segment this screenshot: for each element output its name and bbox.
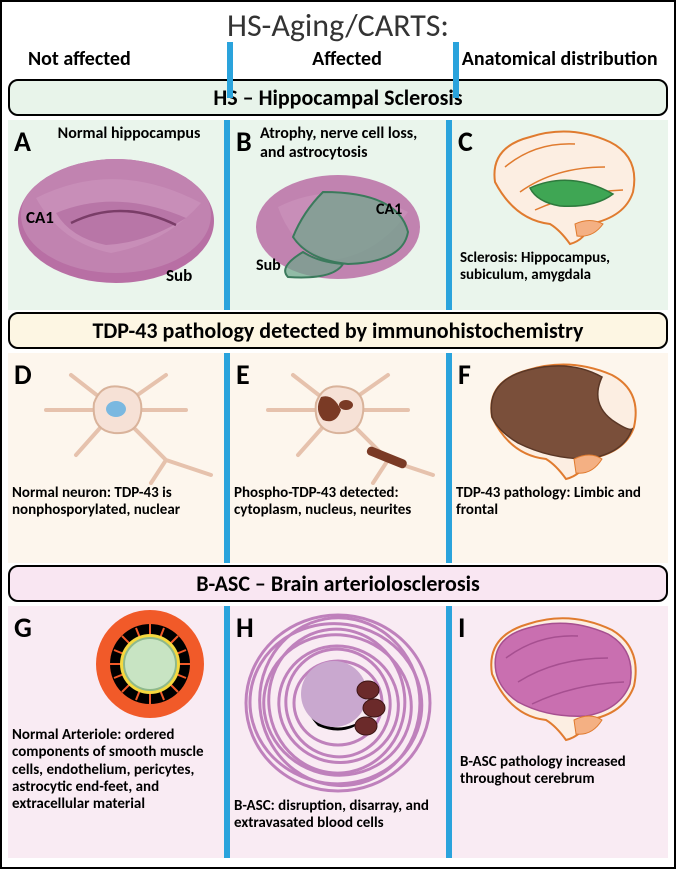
neuron-normal xyxy=(12,355,220,485)
label-E: E xyxy=(236,357,250,392)
label-D: D xyxy=(14,357,32,392)
hippocampus-normal: CA1 Sub xyxy=(12,143,220,283)
brain-tdp xyxy=(456,355,664,485)
divider-top-1 xyxy=(227,42,233,98)
caption-D: Normal neuron: TDP-43 is nonphosporylate… xyxy=(12,485,220,520)
ann-Sub-A: Sub xyxy=(166,265,192,283)
divider-top-2 xyxy=(453,42,459,98)
basc-row: G Normal Arteriole: ordered co xyxy=(8,606,668,858)
label-G: G xyxy=(14,610,32,645)
panel-G: G Normal Arteriole: ordered co xyxy=(8,606,224,858)
label-B: B xyxy=(236,124,252,159)
caption-H: B-ASC: disruption, disarray, and extrava… xyxy=(234,798,442,833)
panel-D: D Normal neuron: TDP-43 is nonphosporyla… xyxy=(8,353,224,563)
brain-basc xyxy=(456,608,664,748)
hs-row: A Normal hippocampus CA1 Sub B Atrophy, … xyxy=(8,120,668,310)
caption-E: Phospho-TDP-43 detected: cytoplasm, nucl… xyxy=(234,485,442,520)
panel-C: C Sclerosis: Hippocampus, subiculum, amy… xyxy=(452,120,668,310)
label-C: C xyxy=(458,124,473,159)
caption-G: Normal Arteriole: ordered components of … xyxy=(12,723,220,813)
svg-text:Sub: Sub xyxy=(256,256,281,275)
caption-F: TDP-43 pathology: Limbic and frontal xyxy=(456,485,664,520)
panel-I: I B-ASC pathology increased throughout c… xyxy=(452,606,668,858)
brain-hs xyxy=(456,122,664,250)
col-header-left: Not affected xyxy=(10,47,241,71)
panel-E: E Phospho-TDP-43 detected: cytoplasm, nu… xyxy=(230,353,446,563)
caption-I: B-ASC pathology increased throughout cer… xyxy=(456,748,664,789)
column-headers: Not affected Affected Anatomical distrib… xyxy=(2,47,674,77)
panel-H: H B-ASC: disruption, xyxy=(230,606,446,858)
title-A: Normal hippocampus xyxy=(12,122,220,143)
col-header-mid: Affected xyxy=(241,47,454,71)
hs-banner: HS – Hippocampal Sclerosis xyxy=(8,79,668,116)
ann-CA1-A: CA1 xyxy=(26,207,54,228)
label-I: I xyxy=(458,610,465,645)
label-A: A xyxy=(14,124,31,159)
label-F: F xyxy=(458,357,471,392)
col-header-right: Anatomical distribution xyxy=(453,47,666,71)
arteriole-affected xyxy=(234,608,442,798)
tdp-row: D Normal neuron: TDP-43 is nonphosporyla… xyxy=(8,353,668,563)
tdp-banner: TDP-43 pathology detected by immunohisto… xyxy=(8,312,668,349)
caption-C: Sclerosis: Hippocampus, subiculum, amygd… xyxy=(456,250,664,285)
panel-B: B Atrophy, nerve cell loss, and astrocyt… xyxy=(230,120,446,310)
label-H: H xyxy=(236,610,254,645)
title-B: Atrophy, nerve cell loss, and astrocytos… xyxy=(234,122,442,162)
basc-banner: B-ASC – Brain arteriolosclerosis xyxy=(8,565,668,602)
arteriole-normal xyxy=(12,608,220,723)
neuron-affected xyxy=(234,355,442,485)
panel-F: F TDP-43 pathology: Limbic and frontal xyxy=(452,353,668,563)
page-title: HS-Aging/CARTS: xyxy=(2,2,674,47)
svg-text:CA1: CA1 xyxy=(376,200,402,219)
hippocampus-affected: CA1 Sub xyxy=(234,162,442,282)
panel-A: A Normal hippocampus CA1 Sub xyxy=(8,120,224,310)
